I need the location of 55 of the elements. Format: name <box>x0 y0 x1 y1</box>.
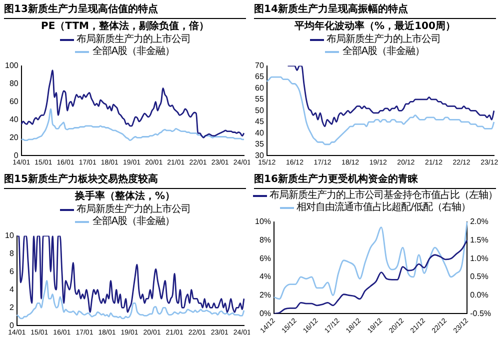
chart-title: 图16新质生产力更受机构资金的青睐 <box>254 173 496 189</box>
line-series <box>273 222 468 300</box>
y-tick-label: 40 <box>9 114 19 124</box>
y-tick-label: 4 <box>9 284 14 294</box>
line-series <box>266 76 495 146</box>
chart-title: 图13新质生产力呈现高估值的特点 <box>4 3 246 19</box>
y-tick-label: 6 <box>9 266 14 276</box>
y-tick-label: 60 <box>254 83 264 92</box>
line-series <box>287 66 495 128</box>
legend-label: 布局新质生产力的上市公司 <box>76 204 190 216</box>
line-series <box>16 236 245 313</box>
y2-tick-label: 1.0% <box>470 254 488 263</box>
y-tick-label: 70 <box>254 61 264 70</box>
y-tick-label: 2% <box>259 290 272 300</box>
y2-tick-label: 1.5% <box>470 235 488 244</box>
line-series <box>20 70 245 138</box>
chart-subtitle: PE（TTM，整体法，剔除负值，倍） <box>40 21 210 33</box>
y-tick-label: 2 <box>9 302 14 312</box>
y-tick-label: 65 <box>254 72 264 82</box>
y-tick-label: 0 <box>9 320 14 330</box>
y-tick-label: 80 <box>9 78 19 88</box>
y-tick-label: 40 <box>254 128 264 138</box>
y-tick-label: 60 <box>9 96 19 106</box>
y-tick-label: 45 <box>254 117 264 126</box>
chart-title: 图15新质生产力板块交易热度较高 <box>4 173 246 189</box>
y2-tick-label: 0.5% <box>470 272 488 282</box>
y-tick-label: 8 <box>9 248 14 258</box>
legend-label: 布局新质生产力的上市公司 <box>76 34 190 46</box>
y-tick-label: 35 <box>254 140 264 149</box>
chart-subtitle: 平均年化波动率（%，最近100周） <box>294 21 456 33</box>
line-series <box>16 280 245 320</box>
y-tick-label: 100 <box>4 61 19 70</box>
legend-label: 全部A股（非金融） <box>92 216 175 228</box>
y-tick-label: 0 <box>14 150 19 160</box>
chart-title: 图14新质生产力呈现高振幅的特点 <box>254 3 496 19</box>
y-tick-label: 20 <box>9 132 19 142</box>
y2-tick-label: 0.0% <box>470 290 488 300</box>
y-tick-label: 50 <box>254 106 264 115</box>
y-tick-label: 55 <box>254 94 264 104</box>
legend-label: 布局新质生产力的上市公司 <box>326 34 440 46</box>
y-tick-label: 4% <box>259 272 272 282</box>
y-tick-label: 6% <box>259 254 272 263</box>
y-tick-label: 10% <box>254 217 272 226</box>
y-tick-label: 30 <box>254 150 264 160</box>
legend-label: 全部A股（非金融） <box>342 46 425 58</box>
y2-tick-label: 2.0% <box>470 217 488 226</box>
y-tick-label: 8% <box>259 235 272 244</box>
y2-tick-label: -0.5% <box>470 308 492 318</box>
line-series <box>20 108 245 142</box>
legend-label: 全部A股（非金融） <box>92 46 175 58</box>
y-tick-label: 10 <box>4 231 14 240</box>
chart-subtitle: 换手率（整体法，%） <box>74 191 176 203</box>
legend-label: 布局新质生产力的上市公司基金持仓市值占比（左轴） <box>270 190 498 202</box>
legend-label: 相对自由流通市值占比超配/低配（右轴） <box>296 202 470 214</box>
y-tick-label: 0% <box>259 308 272 318</box>
